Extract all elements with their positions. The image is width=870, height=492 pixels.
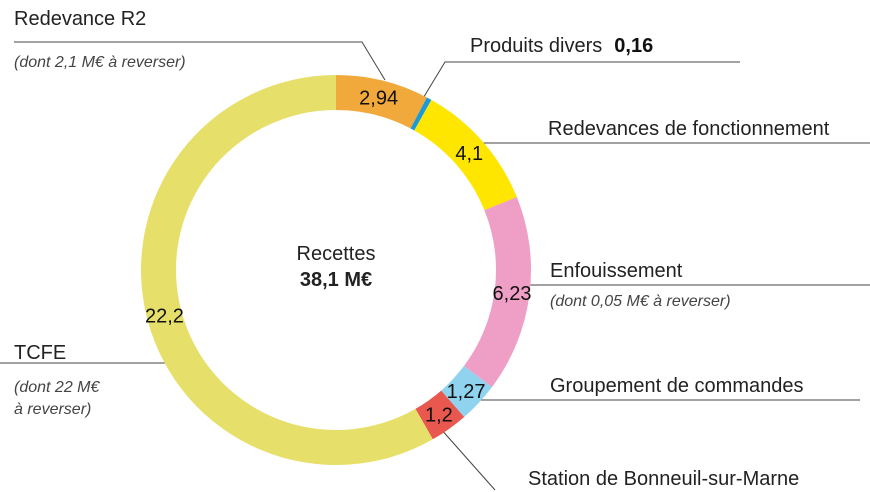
value-label: 6,23 xyxy=(493,283,532,305)
donut-segment xyxy=(415,390,465,440)
category-label: Produits divers xyxy=(470,35,602,57)
note: à reverser) xyxy=(14,401,91,418)
value-label: 2,94 xyxy=(359,88,398,110)
leader-line xyxy=(439,427,496,491)
donut-segment xyxy=(410,97,432,131)
donut-segment xyxy=(336,75,427,129)
total-label: 38,1 M€ xyxy=(300,269,372,291)
donut-segment xyxy=(463,197,531,388)
category-label: Station de Bonneuil-sur-Marne xyxy=(528,468,799,490)
note: (dont 2,1 M€ à reverser) xyxy=(14,54,186,71)
leader-line xyxy=(421,61,740,101)
category-label: TCFE xyxy=(14,342,66,364)
value-label: 1,2 xyxy=(425,405,453,427)
leader-line xyxy=(14,41,386,81)
donut-segment xyxy=(141,75,433,465)
note: (dont 22 M€ xyxy=(14,379,100,396)
donut-segment xyxy=(414,99,517,211)
category-label: Enfouissement xyxy=(550,260,683,282)
value-label: 1,27 xyxy=(447,381,486,403)
value-label: 0,16 xyxy=(614,35,653,57)
category-label: Redevances de fonctionnement xyxy=(548,118,830,140)
value-label: 4,1 xyxy=(455,143,483,165)
center-label: Recettes xyxy=(297,243,376,265)
donut-segment xyxy=(441,366,492,417)
category-label: Redevance R2 xyxy=(14,8,146,30)
category-label: Groupement de commandes xyxy=(550,375,803,397)
value-label: 22,2 xyxy=(145,306,184,328)
note: (dont 0,05 M€ à reverser) xyxy=(550,293,731,310)
